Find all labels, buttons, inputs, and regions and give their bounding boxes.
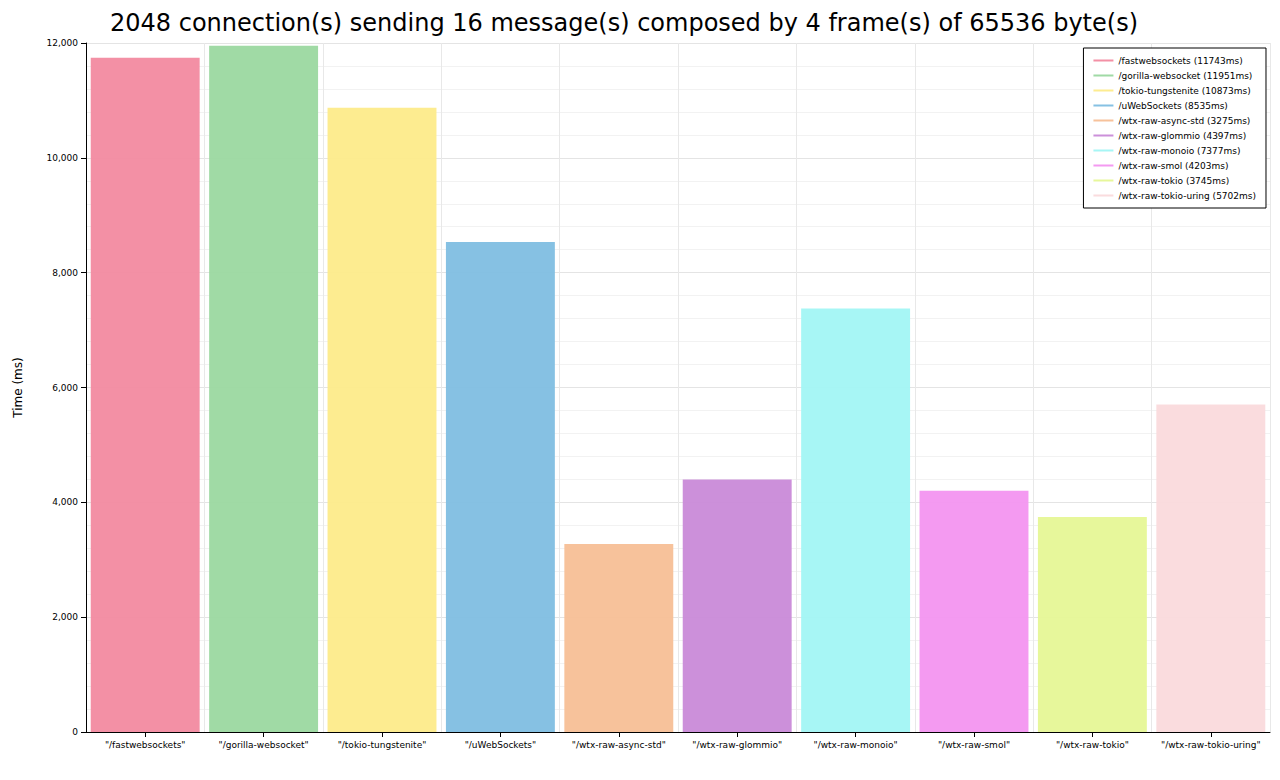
svg-text:"/tokio-tungstenite": "/tokio-tungstenite" [338, 740, 427, 750]
svg-text:/gorilla-websocket (11951ms): /gorilla-websocket (11951ms) [1118, 71, 1252, 81]
svg-text:/wtx-raw-tokio (3745ms): /wtx-raw-tokio (3745ms) [1118, 176, 1229, 186]
svg-text:4,000: 4,000 [52, 497, 78, 507]
svg-text:"/wtx-raw-glommio": "/wtx-raw-glommio" [692, 740, 782, 750]
svg-text:"/wtx-raw-tokio-uring": "/wtx-raw-tokio-uring" [1161, 740, 1261, 750]
svg-text:10,000: 10,000 [47, 153, 79, 163]
svg-text:/wtx-raw-async-std (3275ms): /wtx-raw-async-std (3275ms) [1118, 116, 1250, 126]
svg-text:"/wtx-raw-async-std": "/wtx-raw-async-std" [572, 740, 666, 750]
svg-text:8,000: 8,000 [52, 268, 78, 278]
svg-text:0: 0 [72, 727, 78, 737]
svg-text:/wtx-raw-smol (4203ms): /wtx-raw-smol (4203ms) [1118, 161, 1228, 171]
svg-text:6,000: 6,000 [52, 383, 78, 393]
svg-text:/wtx-raw-glommio (4397ms): /wtx-raw-glommio (4397ms) [1118, 131, 1246, 141]
svg-text:2,000: 2,000 [52, 612, 78, 622]
svg-text:"/wtx-raw-monoio": "/wtx-raw-monoio" [814, 740, 898, 750]
svg-text:/wtx-raw-tokio-uring (5702ms): /wtx-raw-tokio-uring (5702ms) [1118, 191, 1256, 201]
svg-text:"/wtx-raw-tokio": "/wtx-raw-tokio" [1056, 740, 1129, 750]
svg-text:/uWebSockets (8535ms): /uWebSockets (8535ms) [1118, 101, 1227, 111]
svg-text:"/fastwebsockets": "/fastwebsockets" [105, 740, 186, 750]
svg-text:"/wtx-raw-smol": "/wtx-raw-smol" [938, 740, 1010, 750]
svg-text:"/gorilla-websocket": "/gorilla-websocket" [218, 740, 308, 750]
svg-text:2048 connection(s) sending 16: 2048 connection(s) sending 16 message(s)… [110, 9, 1138, 37]
svg-text:12,000: 12,000 [47, 38, 79, 48]
svg-text:"/uWebSockets": "/uWebSockets" [465, 740, 536, 750]
svg-text:/fastwebsockets (11743ms): /fastwebsockets (11743ms) [1118, 56, 1242, 66]
svg-text:/tokio-tungstenite (10873ms): /tokio-tungstenite (10873ms) [1118, 86, 1250, 96]
svg-text:Time (ms): Time (ms) [11, 357, 25, 419]
svg-text:/wtx-raw-monoio (7377ms): /wtx-raw-monoio (7377ms) [1118, 146, 1240, 156]
